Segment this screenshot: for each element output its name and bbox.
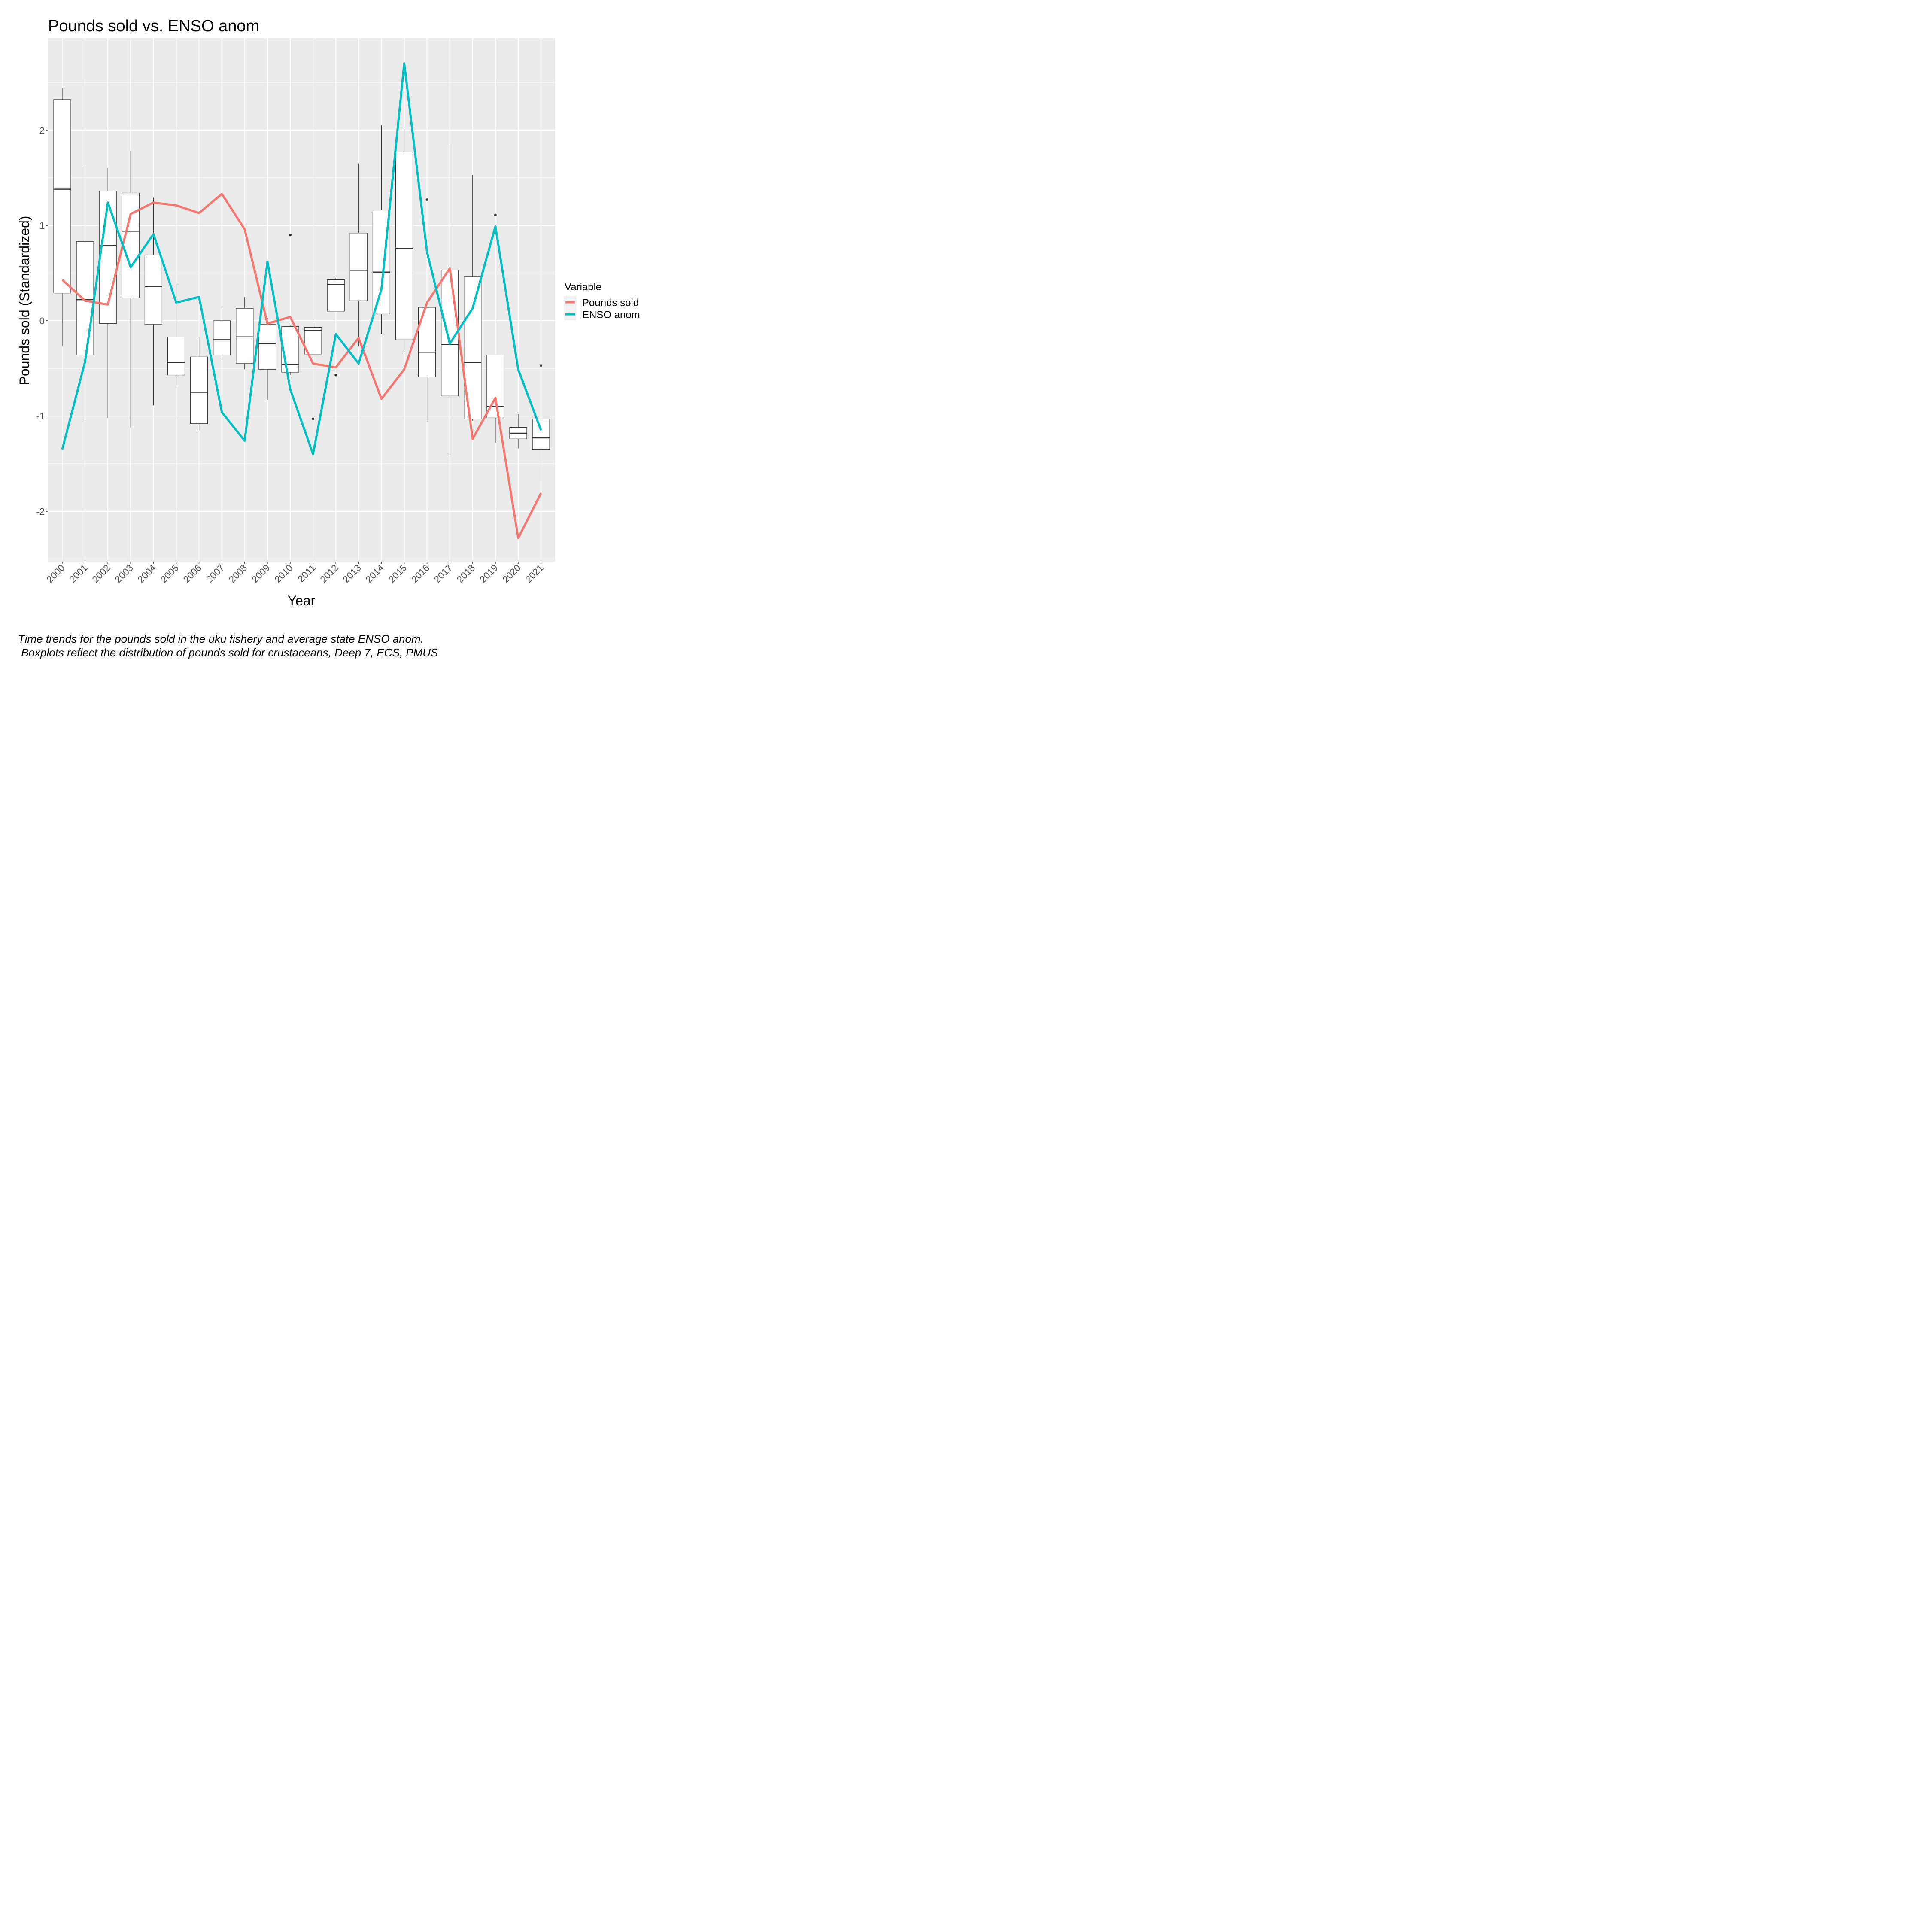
- box: [258, 324, 276, 370]
- x-tick-label: 2009: [249, 562, 272, 585]
- x-tick-label: 2011: [296, 562, 318, 584]
- boxplot-2009: [258, 318, 276, 400]
- outlier-point: [425, 198, 428, 201]
- y-tick-label: -1: [36, 411, 45, 422]
- outlier-point: [540, 364, 543, 367]
- x-tick-label: 2001: [67, 562, 89, 585]
- x-tick-label: 2006: [181, 562, 204, 585]
- outlier-point: [494, 213, 497, 216]
- y-tick-label: 1: [39, 220, 45, 231]
- boxplot-2010: [281, 234, 299, 375]
- boxplot-2015: [395, 129, 413, 352]
- x-tick-label: 2019: [477, 562, 500, 585]
- x-tick-label: 2021: [523, 562, 545, 585]
- outlier-point: [289, 234, 292, 237]
- box: [395, 152, 413, 340]
- legend-title: Variable: [565, 281, 601, 293]
- box: [236, 308, 254, 364]
- boxplot-2007: [213, 307, 231, 358]
- x-tick-label: 2017: [432, 562, 454, 585]
- x-tick-label: 2003: [113, 562, 135, 585]
- x-tick-label: 2012: [318, 562, 340, 585]
- boxplot-2000: [53, 88, 71, 346]
- boxplot-2005: [167, 283, 185, 387]
- box: [53, 99, 71, 294]
- x-tick-label: 2000: [44, 562, 67, 585]
- y-axis: -2 -1 0 1 2: [36, 125, 48, 517]
- x-tick-label: 2020: [500, 562, 522, 585]
- x-tick-label: 2016: [409, 562, 431, 585]
- y-axis-title: Pounds sold (Standardized): [17, 216, 32, 386]
- box: [144, 255, 162, 325]
- caption-line-2: Boxplots reflect the distribution of pou…: [18, 646, 438, 659]
- x-tick-label: 2014: [364, 562, 386, 585]
- y-tick-label: 0: [39, 316, 45, 326]
- box: [213, 320, 231, 355]
- boxplot-layer: [53, 88, 550, 481]
- boxplot-2012: [327, 278, 345, 377]
- caption-line-1: Time trends for the pounds sold in the u…: [18, 632, 424, 645]
- boxplot-2020: [509, 414, 527, 449]
- box: [281, 326, 299, 373]
- series-line-enso-anom: [61, 62, 542, 456]
- x-axis: 2000 2001 2002 2003 2004 2005 2006 2007 2008 2009…: [44, 562, 546, 585]
- box: [349, 233, 368, 301]
- boxplot-2001: [76, 166, 94, 421]
- box: [167, 337, 185, 376]
- boxplot-2021: [532, 364, 550, 481]
- legend-label: Pounds sold: [582, 297, 639, 309]
- outlier-point: [334, 374, 337, 377]
- boxplot-2004: [144, 197, 162, 406]
- box: [190, 356, 208, 424]
- outlier-point: [312, 417, 315, 420]
- legend-item: Pounds sold: [564, 296, 639, 309]
- boxplot-2003: [122, 151, 140, 428]
- x-tick-label: 2002: [90, 562, 112, 585]
- box: [532, 419, 550, 450]
- series-line-pounds-sold: [61, 193, 542, 539]
- x-tick-label: 2013: [341, 562, 363, 585]
- x-tick-label: 2010: [272, 562, 295, 585]
- x-tick-label: 2015: [386, 562, 409, 585]
- boxplot-2008: [236, 297, 254, 370]
- legend-label: ENSO anom: [582, 309, 640, 321]
- chart-title: Pounds sold vs. ENSO anom: [48, 17, 259, 35]
- x-axis-title: Year: [288, 593, 316, 608]
- boxplot-2006: [190, 337, 208, 431]
- legend-item: ENSO anom: [564, 308, 640, 321]
- box: [76, 241, 94, 355]
- y-tick-label: -2: [36, 506, 45, 517]
- line-layer: [61, 62, 542, 539]
- x-tick-label: 2007: [204, 562, 226, 585]
- x-tick-label: 2004: [136, 562, 158, 585]
- boxplot-2013: [349, 163, 368, 346]
- x-tick-label: 2005: [158, 562, 181, 585]
- x-tick-label: 2018: [455, 562, 477, 585]
- y-tick-label: 2: [39, 125, 45, 136]
- x-tick-label: 2008: [227, 562, 249, 585]
- box: [122, 192, 140, 298]
